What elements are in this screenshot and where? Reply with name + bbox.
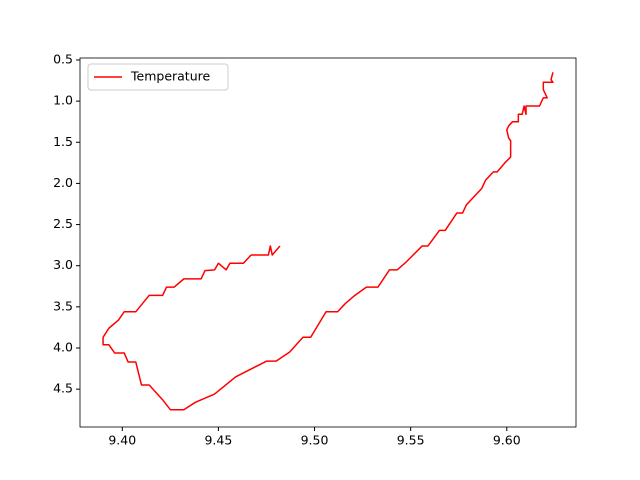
y-tick-label: 2.5 — [53, 216, 73, 231]
x-tick-label: 9.45 — [204, 433, 232, 448]
y-tick-label: 4.0 — [53, 339, 73, 354]
x-tick-label: 9.40 — [108, 433, 136, 448]
x-tick-label: 9.60 — [493, 433, 521, 448]
x-tick-label: 9.50 — [301, 433, 329, 448]
y-tick-label: 1.0 — [53, 93, 73, 108]
y-tick-label: 4.5 — [53, 381, 73, 396]
y-tick-label: 0.5 — [53, 51, 73, 66]
y-tick-label: 2.0 — [53, 175, 73, 190]
legend-box — [87, 63, 229, 91]
x-tick-label: 9.55 — [397, 433, 425, 448]
legend-label: Temperature — [130, 69, 210, 84]
axes-frame — [79, 57, 577, 428]
y-tick-label: 3.0 — [53, 257, 73, 272]
y-tick-label: 3.5 — [53, 298, 73, 313]
line — [102, 72, 554, 411]
y-tick-label: 1.5 — [53, 134, 73, 149]
